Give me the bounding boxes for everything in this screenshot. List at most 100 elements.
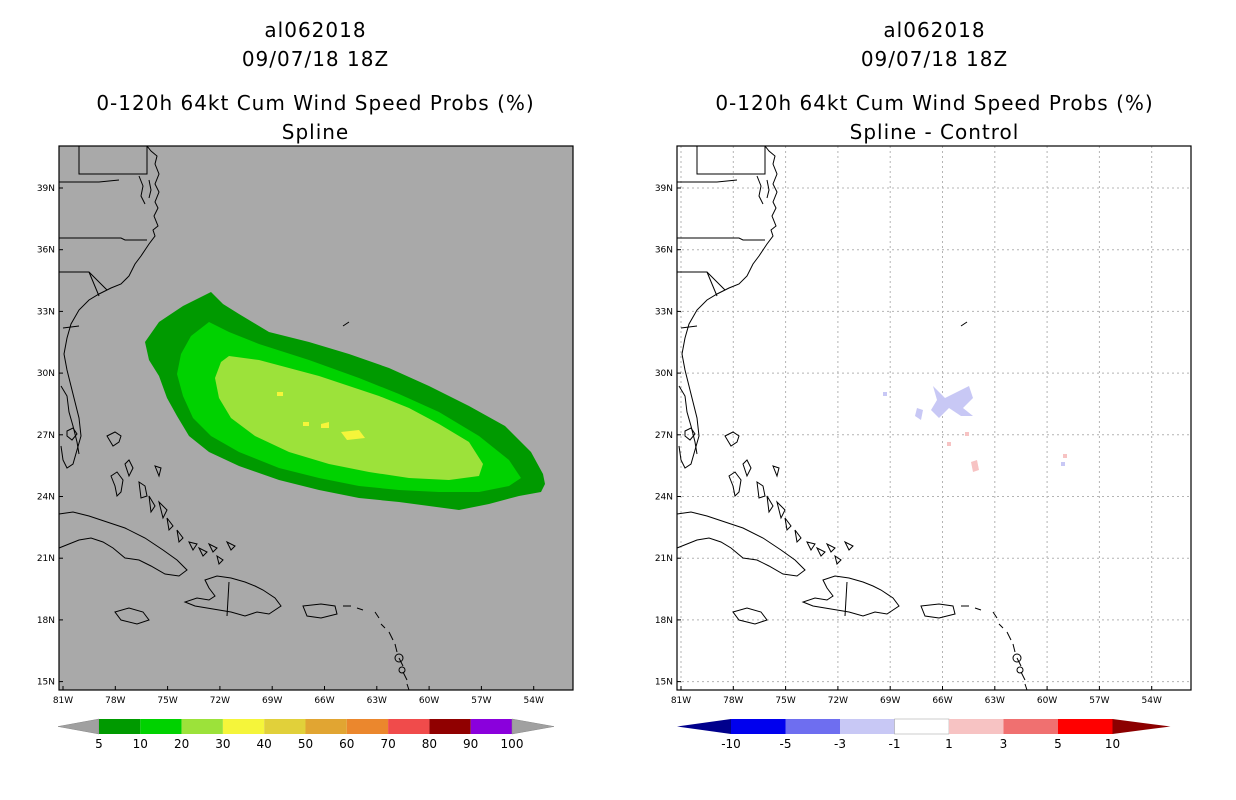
- left-datetime: 09/07/18 18Z: [241, 47, 390, 71]
- left-lon-label: 78W: [105, 696, 125, 706]
- right-colorbar-box: [1003, 719, 1058, 734]
- contour-30pct-spot-2: [321, 422, 329, 428]
- right-map-background: [677, 146, 1191, 690]
- right-colorbar-box: [894, 718, 950, 735]
- right-colorbar-label: -3: [834, 737, 846, 751]
- right-lon-label: 66W: [932, 696, 952, 706]
- left-lon-label: 69W: [262, 696, 282, 706]
- left-lat-label: 36N: [37, 246, 55, 256]
- left-colorbar-label: 90: [463, 737, 478, 751]
- right-product-title: 0-120h 64kt Cum Wind Speed Probs (%): [715, 91, 1154, 115]
- left-colorbar-label: 40: [257, 737, 272, 751]
- left-colorbar-box: [429, 719, 471, 734]
- right-colorbar-label: 5: [1054, 737, 1062, 751]
- right-colorbar-box: [731, 719, 786, 734]
- left-colorbar-box: [222, 719, 265, 734]
- left-lon-label: 75W: [157, 696, 177, 706]
- contour-30pct-spot-1: [341, 430, 365, 440]
- left-colorbar-label: 100: [501, 737, 524, 751]
- right-colorbar-box: [949, 719, 1004, 734]
- right-lon-label: 72W: [828, 696, 848, 706]
- right-colorbar-label: 1: [945, 737, 953, 751]
- left-axis-ticks: 81W 78W 75W 72W 69W 66W 63W 60W 57W 54W 39N 36N 33N 3…: [37, 184, 544, 706]
- right-colorbar-label: -1: [889, 737, 901, 751]
- left-lon-label: 81W: [53, 696, 73, 706]
- right-colorbar-label: 10: [1105, 737, 1120, 751]
- left-subtitle: Spline: [281, 120, 350, 144]
- right-lat-label: 15N: [655, 678, 673, 688]
- left-colorbar-label: 70: [380, 737, 395, 751]
- left-lat-label: 18N: [37, 616, 55, 626]
- right-map-frame: [676, 145, 1192, 691]
- right-difference-contours: [883, 386, 1067, 472]
- left-colorbar-box: [346, 719, 389, 734]
- left-colorbar-box: [305, 719, 347, 734]
- left-colorbar-high-triangle: [511, 718, 555, 735]
- right-subtitle: Spline - Control: [849, 120, 1020, 144]
- right-lat-label: 27N: [655, 431, 673, 441]
- contour-20pct: [215, 356, 483, 480]
- diff-positive-area-4: [1063, 454, 1067, 458]
- right-colorbar-label: -5: [780, 737, 792, 751]
- left-colorbar-label: 20: [174, 737, 189, 751]
- left-lat-label: 27N: [37, 431, 55, 441]
- right-gridlines: [677, 146, 1191, 690]
- left-colorbar-label: 5: [95, 737, 103, 751]
- right-colorbar-box: [840, 719, 895, 734]
- left-lon-label: 60W: [419, 696, 439, 706]
- left-lat-label: 21N: [37, 554, 55, 564]
- left-probability-contours: [145, 292, 545, 510]
- right-lat-label: 33N: [655, 307, 673, 317]
- right-lon-label: 54W: [1142, 696, 1162, 706]
- left-colorbar-label: 80: [422, 737, 437, 751]
- left-colorbar-label: 10: [133, 737, 148, 751]
- right-lon-label: 60W: [1037, 696, 1057, 706]
- left-colorbar-label: 50: [298, 737, 313, 751]
- right-lon-label: 69W: [880, 696, 900, 706]
- right-lon-label: 81W: [671, 696, 691, 706]
- right-lat-label: 39N: [655, 184, 673, 194]
- left-colorbar-box: [264, 719, 306, 734]
- diff-negative-area-1: [931, 386, 973, 418]
- right-datetime: 09/07/18 18Z: [860, 47, 1009, 71]
- right-colorbar-high-triangle: [1112, 719, 1171, 734]
- left-lon-label: 66W: [314, 696, 334, 706]
- left-colorbar-label: 30: [215, 737, 230, 751]
- contour-30pct-spot-4: [277, 392, 283, 396]
- contour-30pct-spot-3: [303, 422, 309, 426]
- diff-negative-area-2: [915, 408, 923, 420]
- left-product-title: 0-120h 64kt Cum Wind Speed Probs (%): [96, 91, 535, 115]
- right-lat-label: 21N: [655, 554, 673, 564]
- right-lat-label: 30N: [655, 369, 673, 379]
- right-lon-label: 75W: [775, 696, 795, 706]
- right-colorbar-box: [785, 719, 840, 734]
- right-colorbar-low-triangle: [677, 719, 731, 734]
- left-colorbar: 5 10 20 30 40 50 60 70 80 90 100: [57, 718, 555, 751]
- left-lat-label: 39N: [37, 184, 55, 194]
- left-colorbar-low-triangle: [57, 718, 100, 735]
- right-axis-ticks: 81W 78W 75W 72W 69W 66W 63W 60W 57W 54W 39N 36N 33N 3…: [655, 184, 1162, 706]
- right-lon-label: 57W: [1089, 696, 1109, 706]
- diff-positive-area-1: [971, 460, 979, 472]
- diff-negative-area-3: [1061, 462, 1065, 466]
- left-colorbar-box: [470, 719, 512, 734]
- right-colorbar-label: 3: [1000, 737, 1008, 751]
- right-lat-label: 24N: [655, 493, 673, 503]
- left-lon-label: 72W: [210, 696, 230, 706]
- left-storm-id: al062018: [264, 18, 367, 42]
- left-lat-label: 15N: [37, 678, 55, 688]
- right-map-panel: 81W 78W 75W 72W 69W 66W 63W 60W 57W 54W 39N 36N 33N 3…: [655, 145, 1192, 706]
- diff-negative-area-4: [883, 392, 887, 396]
- right-colorbar-label: -10: [721, 737, 741, 751]
- left-lat-label: 33N: [37, 307, 55, 317]
- left-lon-label: 54W: [524, 696, 544, 706]
- left-colorbar-box: [99, 719, 141, 734]
- left-colorbar-box: [140, 719, 182, 734]
- left-lon-label: 57W: [471, 696, 491, 706]
- right-lat-label: 36N: [655, 246, 673, 256]
- diff-positive-area-3: [965, 432, 969, 436]
- right-lon-label: 63W: [985, 696, 1005, 706]
- left-lon-label: 63W: [367, 696, 387, 706]
- diff-positive-area-2: [947, 442, 951, 446]
